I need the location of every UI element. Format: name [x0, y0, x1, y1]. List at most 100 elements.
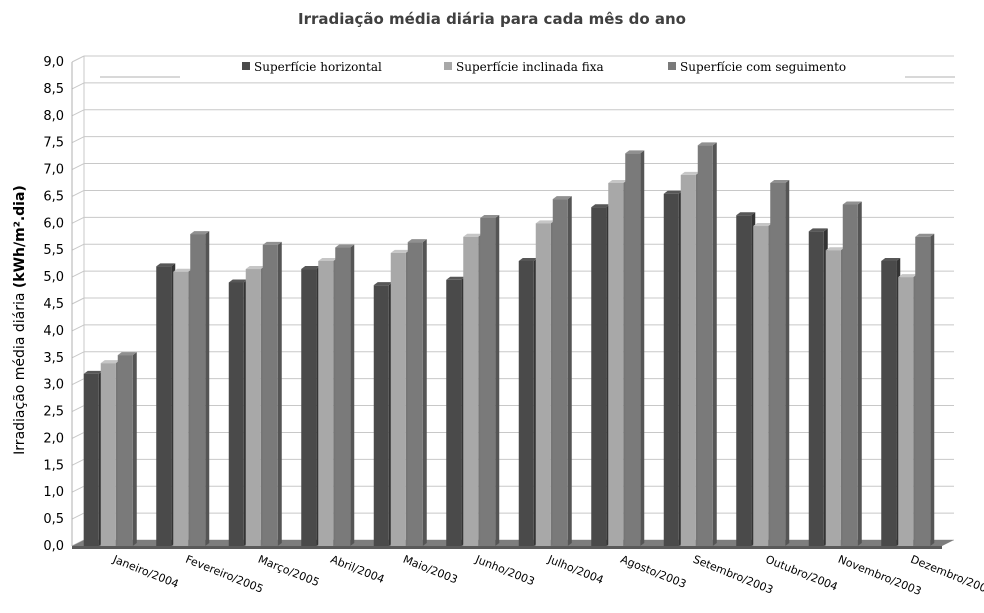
chart-floor: [72, 540, 954, 546]
bar-top: [753, 223, 773, 227]
gridline-diagonal: [71, 431, 85, 439]
bar-top: [335, 244, 355, 248]
y-tick-label: 7,0: [43, 163, 64, 178]
bar-top: [301, 266, 321, 270]
gridline-diagonal: [71, 324, 85, 332]
y-axis-label: Irradiação média diária (kWh/m².dia): [12, 185, 28, 455]
bar-top: [825, 247, 845, 251]
y-tick-label: 4,5: [43, 297, 64, 312]
bar: [552, 196, 572, 546]
bar-top: [591, 204, 611, 208]
bar: [407, 239, 427, 546]
bar-front: [753, 226, 769, 546]
bar-front: [663, 193, 679, 546]
bar: [591, 204, 611, 546]
bar: [100, 360, 120, 546]
gridline-diagonal: [71, 458, 85, 466]
bar-front: [173, 271, 189, 546]
y-tick-label: 6,0: [43, 216, 64, 231]
bar: [825, 247, 845, 546]
bar: [245, 266, 265, 546]
bar: [156, 263, 176, 546]
bar-top: [552, 196, 572, 200]
bar-side: [640, 150, 645, 546]
bar-side: [712, 142, 717, 546]
bar-top: [318, 257, 338, 261]
bar-front: [373, 285, 389, 546]
x-tick-label: Maio/2003: [401, 553, 459, 587]
bar-top: [407, 239, 427, 243]
gridline-diagonal: [71, 270, 85, 278]
y-tick-label: 3,5: [43, 351, 64, 366]
bar-side: [567, 196, 572, 546]
y-tick-label: 5,5: [43, 243, 64, 258]
y-axis-label-text: Irradiação média diária: [12, 288, 28, 455]
bar-front: [881, 260, 897, 546]
bar-top: [156, 263, 176, 267]
bar-top: [117, 352, 137, 356]
bar-top: [518, 257, 538, 261]
bar-top: [535, 220, 555, 224]
gridline-diagonal: [71, 405, 85, 413]
bar-front: [898, 277, 914, 546]
y-tick-label: 8,0: [43, 109, 64, 124]
bar: [463, 233, 483, 546]
bar: [808, 228, 828, 546]
chart-title: Irradiação média diária para cada mês do…: [298, 10, 686, 28]
bar-front: [390, 252, 406, 546]
bar-top: [463, 233, 483, 237]
chart-floor-edge: [72, 546, 942, 549]
y-tick-label: 0,0: [43, 539, 64, 554]
bar-front: [608, 183, 624, 546]
y-tick-label: 9,0: [43, 55, 64, 70]
y-tick-label: 8,5: [43, 82, 64, 97]
bar-top: [608, 180, 628, 183]
bar-front: [446, 279, 462, 546]
legend-entry: Superfície horizontal: [254, 60, 382, 74]
bar-top: [446, 276, 466, 280]
bar: [301, 266, 321, 546]
bar-top: [228, 279, 248, 283]
bar: [898, 274, 918, 546]
bar-front: [680, 174, 696, 546]
bar-front: [463, 236, 479, 546]
gridline-diagonal: [71, 189, 85, 197]
y-tick-label: 2,5: [43, 405, 64, 420]
bar-front: [535, 223, 551, 547]
bar-front: [228, 282, 244, 546]
y-tick-label: 1,5: [43, 458, 64, 473]
bar: [373, 282, 393, 546]
x-tick-label: Março/2005: [256, 553, 321, 589]
bar-side: [785, 180, 790, 546]
x-tick-label: Fevereiro/2005: [184, 553, 265, 596]
bar: [335, 244, 355, 547]
bar-front: [697, 145, 713, 546]
bar-front: [100, 363, 116, 546]
x-tick-label: Agosto/2003: [619, 553, 689, 591]
gridline-diagonal: [71, 351, 85, 359]
bar: [753, 223, 773, 546]
x-tick-label: Abril/2004: [329, 553, 387, 586]
bar: [680, 171, 700, 546]
bar-front: [625, 153, 641, 546]
bar-top: [373, 282, 393, 286]
bar-front: [552, 199, 568, 546]
bar-top: [625, 150, 645, 154]
bar-front: [262, 244, 278, 546]
bar: [446, 276, 466, 546]
bar-side: [857, 201, 862, 546]
x-tick-label: Setembro/2003: [691, 553, 775, 597]
bar-top: [100, 360, 120, 364]
bar: [881, 257, 901, 546]
bar: [480, 214, 500, 546]
bar-top: [480, 214, 500, 218]
bar-top: [173, 268, 193, 272]
gridline-diagonal: [71, 136, 85, 144]
bar-top: [736, 212, 756, 216]
y-tick-label: 1,0: [43, 485, 64, 500]
bar-front: [190, 234, 206, 547]
bar: [625, 150, 645, 546]
bar: [390, 249, 410, 546]
